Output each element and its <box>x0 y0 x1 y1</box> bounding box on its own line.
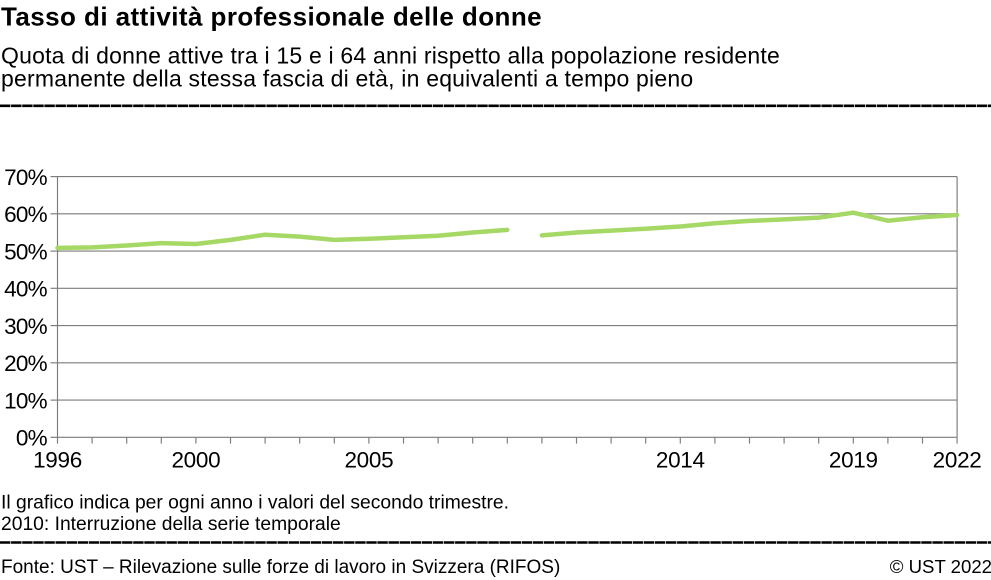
svg-text:50%: 50% <box>4 239 47 264</box>
svg-text:permanente della stessa fascia: permanente della stessa fascia di età, i… <box>1 66 693 92</box>
svg-text:© UST 2022: © UST 2022 <box>890 556 991 577</box>
svg-text:2010: Interruzione della serie: 2010: Interruzione della serie temporale <box>1 514 341 535</box>
svg-text:20%: 20% <box>4 351 47 376</box>
svg-text:2000: 2000 <box>171 448 220 473</box>
svg-text:2022: 2022 <box>933 448 982 473</box>
svg-text:70%: 70% <box>4 165 47 190</box>
svg-text:0%: 0% <box>16 426 48 451</box>
svg-text:Fonte: UST – Rilevazione sulle: Fonte: UST – Rilevazione sulle forze di … <box>1 557 560 578</box>
svg-text:2014: 2014 <box>656 448 705 473</box>
svg-text:30%: 30% <box>4 314 47 339</box>
svg-text:2019: 2019 <box>829 448 878 473</box>
svg-text:2005: 2005 <box>344 448 393 473</box>
svg-text:40%: 40% <box>4 277 47 302</box>
svg-text:10%: 10% <box>4 388 47 413</box>
svg-text:Il grafico indica per ogni ann: Il grafico indica per ogni anno i valori… <box>1 493 509 514</box>
svg-text:60%: 60% <box>4 202 47 227</box>
svg-text:Tasso di attività professional: Tasso di attività professionale delle do… <box>1 1 542 31</box>
svg-text:1996: 1996 <box>33 448 82 473</box>
svg-text:Quota di donne attive tra i 15: Quota di donne attive tra i 15 e i 64 an… <box>1 42 780 68</box>
